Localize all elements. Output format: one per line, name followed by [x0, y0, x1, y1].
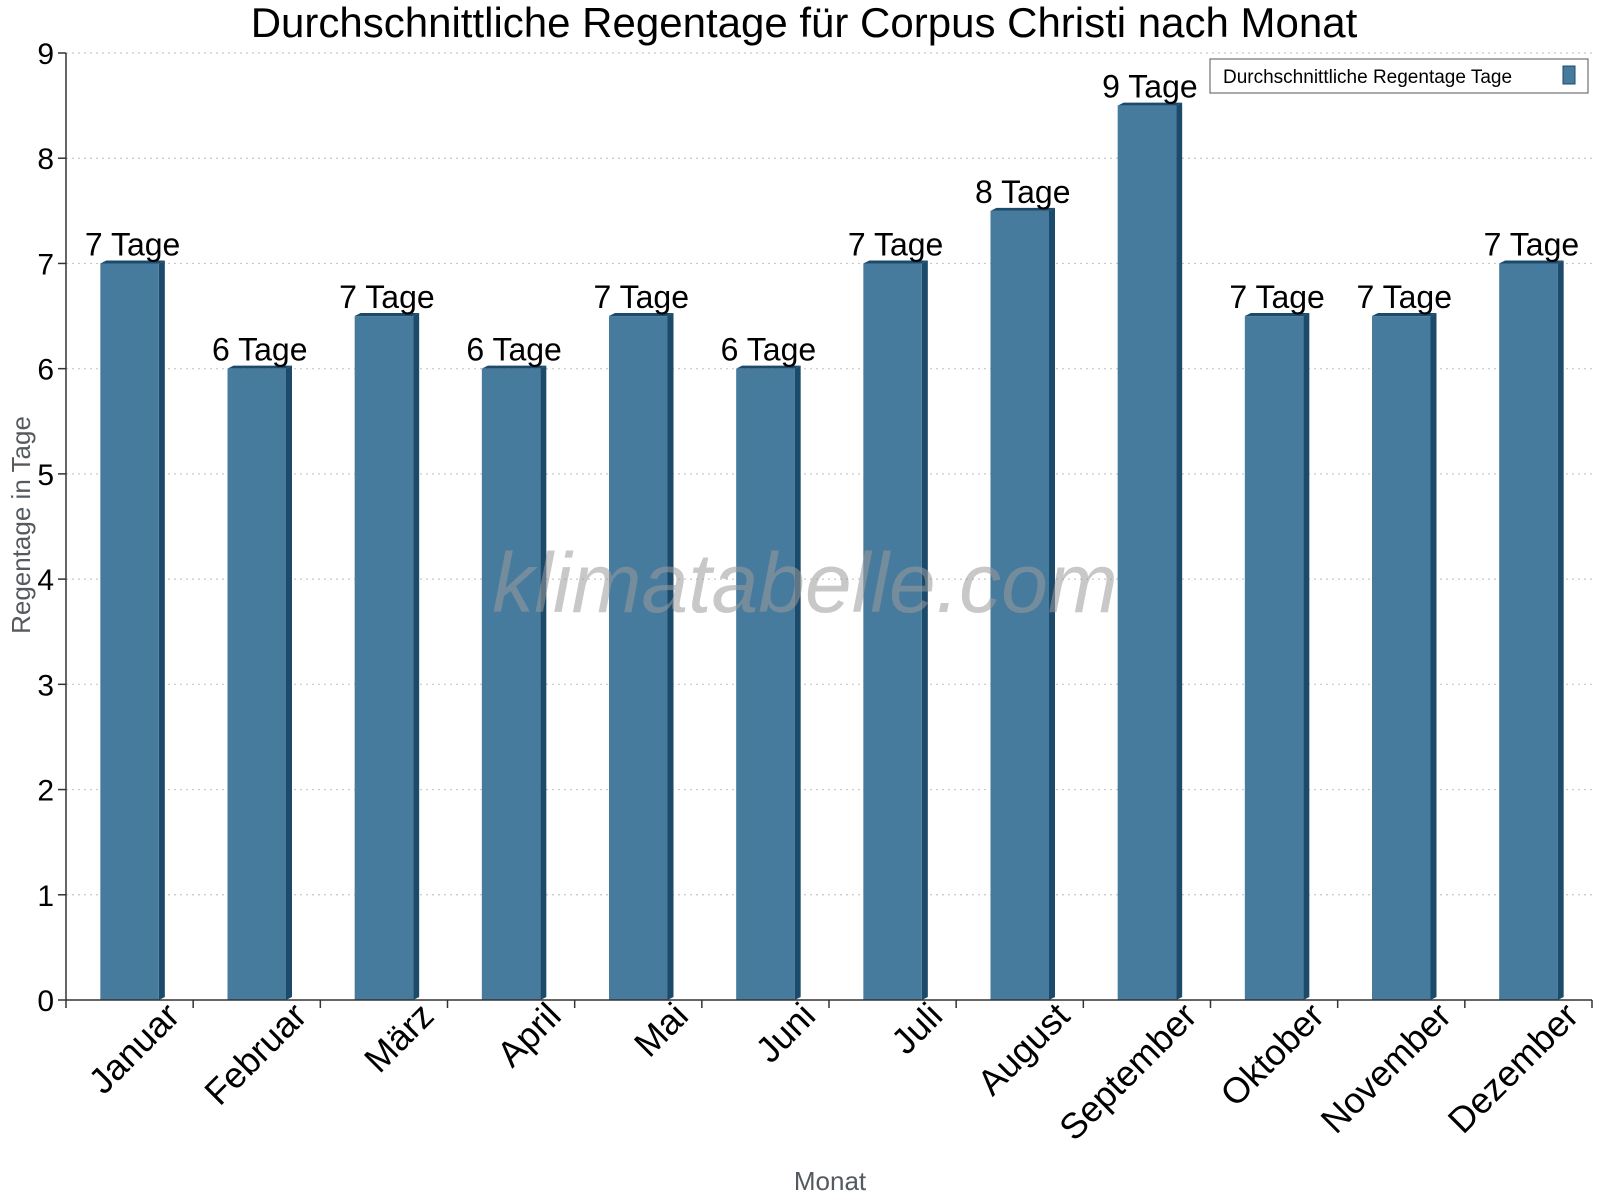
legend: Durchschnittliche Regentage Tage — [1209, 58, 1589, 94]
y-axis-label: Regentage in Tage — [6, 416, 36, 634]
bar-top — [1117, 102, 1183, 106]
bars — [100, 102, 1564, 1001]
data-label: 7 Tage — [1484, 226, 1580, 262]
bar-side — [285, 365, 292, 1001]
bar — [227, 368, 286, 1001]
axes — [58, 52, 1593, 1008]
bar-side — [667, 313, 674, 1000]
legend-box — [1209, 58, 1589, 94]
y-axis-ticks: 0 1 2 3 4 5 6 7 8 9 — [37, 38, 54, 1018]
x-tick-label: November — [1312, 995, 1458, 1141]
data-label: 6 Tage — [212, 332, 308, 368]
y-tick-label: 8 — [37, 143, 54, 176]
legend-entry-label: Durchschnittliche Regentage Tage — [1223, 67, 1512, 88]
x-tick-label: Juli — [883, 995, 950, 1062]
bar-top — [990, 207, 1055, 211]
data-label: 7 Tage — [1357, 279, 1453, 315]
x-tick-label: September — [1051, 995, 1205, 1149]
y-tick-label: 9 — [37, 38, 54, 71]
bar — [736, 368, 795, 1001]
bar-side — [794, 365, 801, 1001]
data-labels: 7 Tage 6 Tage 7 Tage 6 Tage 7 Tage 6 Tage 7 Ta… — [85, 69, 1579, 368]
y-tick-label: 6 — [37, 354, 54, 387]
y-tick-label: 7 — [37, 248, 54, 281]
y-tick-label: 3 — [37, 669, 54, 702]
x-axis-label: Monat — [794, 1166, 867, 1196]
bar-side — [1430, 313, 1437, 1000]
bar-top — [1244, 313, 1310, 317]
bar-top — [1372, 313, 1437, 317]
x-axis-ticks: Januar Februar März April Mai Juni Juli AugustS… — [80, 995, 1586, 1149]
x-tick-label: Oktober — [1212, 995, 1332, 1115]
y-tick-label: 1 — [37, 880, 54, 913]
grid — [66, 52, 1592, 896]
x-tick-label: Februar — [196, 995, 314, 1113]
y-tick-label: 5 — [37, 459, 54, 492]
legend-swatch — [1562, 65, 1576, 85]
data-label: 7 Tage — [1229, 279, 1325, 315]
x-tick-label: Mai — [626, 995, 696, 1065]
bar — [990, 210, 1049, 1001]
bar-side — [1176, 102, 1183, 1001]
bar — [1117, 105, 1177, 1001]
bar-top — [863, 260, 928, 264]
bar — [609, 316, 668, 1000]
x-tick-label: März — [356, 995, 442, 1081]
bar — [1244, 316, 1304, 1000]
bar — [100, 263, 159, 1000]
x-tick-label: Januar — [80, 995, 187, 1102]
bar — [1499, 263, 1558, 1000]
data-label: 6 Tage — [466, 332, 562, 368]
chart-title: Durchschnittliche Regentage für Corpus C… — [251, 0, 1358, 46]
bar-side — [413, 313, 420, 1000]
bar-top — [100, 260, 165, 264]
bar-top — [227, 365, 292, 369]
x-tick-label: April — [489, 995, 569, 1075]
data-label: 9 Tage — [1102, 69, 1198, 105]
data-label: 7 Tage — [339, 279, 435, 315]
y-tick-label: 4 — [37, 564, 54, 597]
bar-top — [354, 313, 420, 317]
bar-top — [609, 313, 674, 317]
bar — [863, 263, 922, 1000]
bar-side — [1303, 313, 1310, 1000]
bar-side — [921, 260, 928, 1000]
data-label: 7 Tage — [848, 226, 944, 262]
y-tick-label: 0 — [37, 985, 54, 1018]
bar-side — [540, 365, 547, 1001]
bar-side — [1048, 207, 1055, 1001]
watermark: klimatabelle.com — [492, 536, 1118, 630]
bar — [354, 316, 414, 1000]
data-label: 7 Tage — [594, 279, 690, 315]
x-tick-label: Dezember — [1440, 995, 1586, 1141]
y-tick-label: 2 — [37, 775, 54, 808]
bar-top — [736, 365, 801, 369]
bar-top — [481, 365, 547, 369]
x-tick-label: August — [969, 995, 1077, 1103]
bar — [481, 368, 541, 1001]
bar-side — [158, 260, 165, 1000]
data-label: 8 Tage — [975, 174, 1071, 210]
data-label: 7 Tage — [85, 226, 181, 262]
data-label: 6 Tage — [721, 332, 817, 368]
bar — [1372, 316, 1431, 1000]
bar-side — [1557, 260, 1564, 1000]
x-tick-label: Juni — [747, 995, 823, 1071]
bar-top — [1499, 260, 1564, 264]
